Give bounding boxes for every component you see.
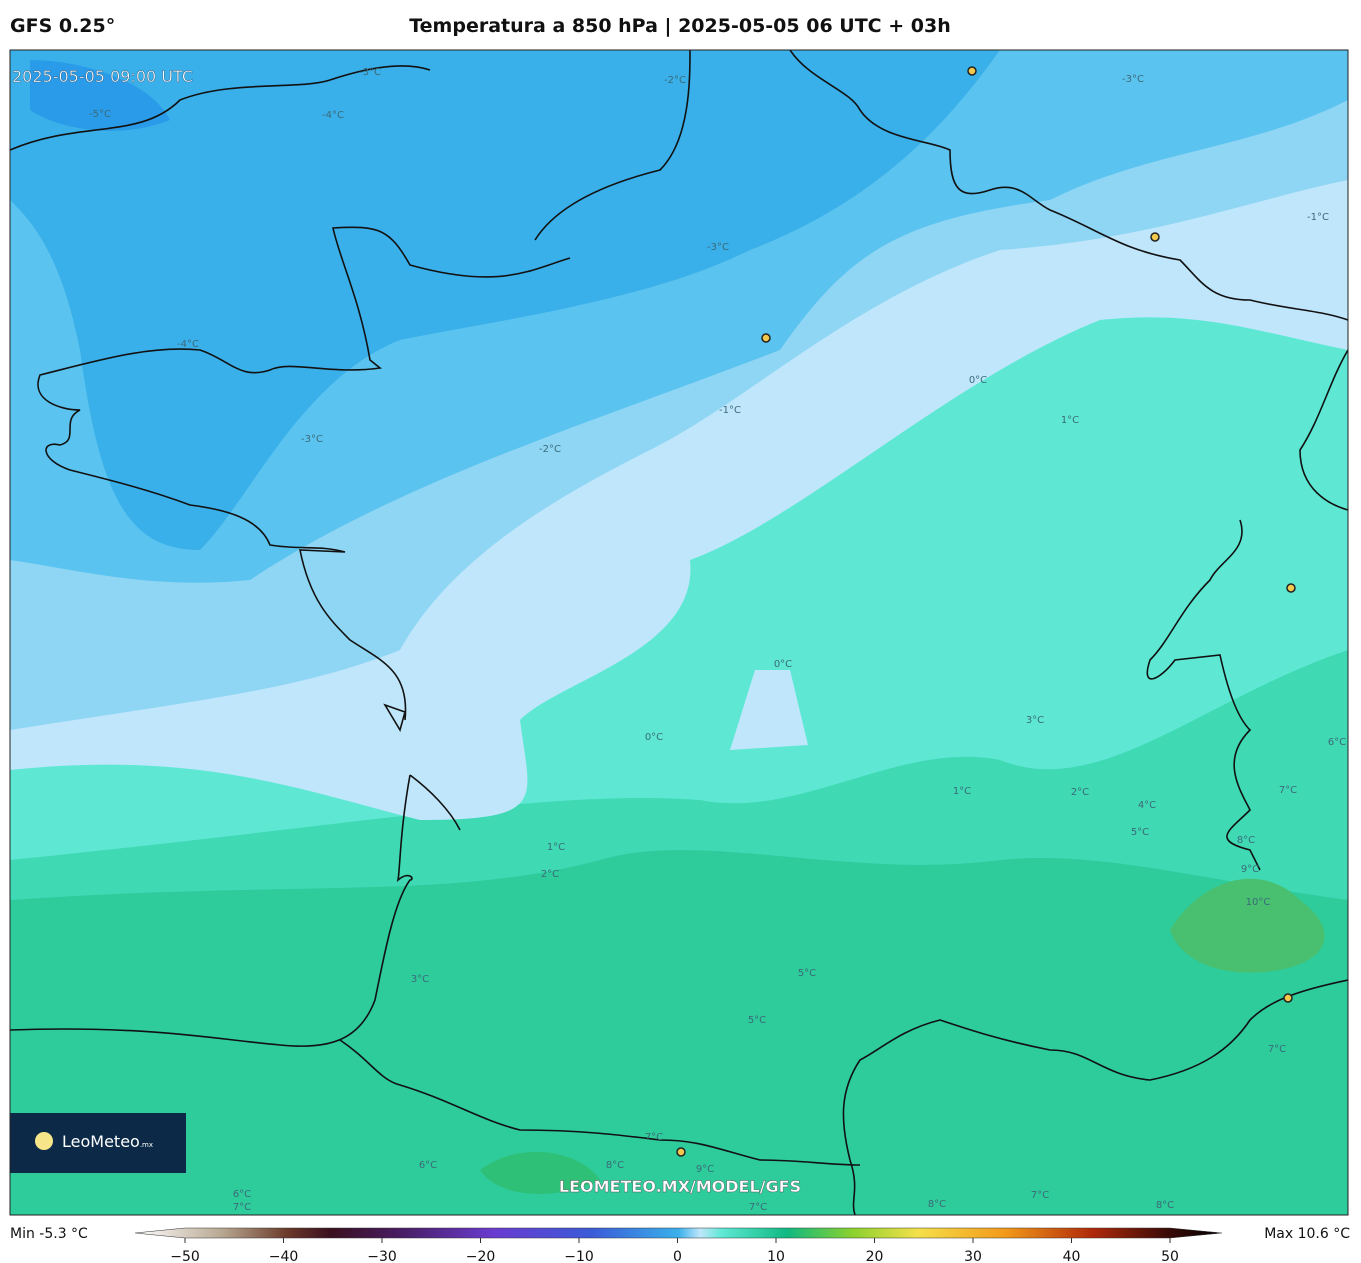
contour-label: -3°C [359, 67, 381, 78]
contour-label: 3°C [411, 974, 429, 985]
logo-sun [35, 1132, 53, 1150]
contour-label: 8°C [606, 1160, 624, 1171]
contour-label: 10°C [1246, 897, 1271, 908]
colorbar-tick-label: −40 [269, 1249, 299, 1263]
contour-label: 1°C [953, 786, 971, 797]
contour-label: 5°C [748, 1015, 766, 1026]
min-label: Min -5.3 °C [10, 1226, 88, 1242]
contour-label: 8°C [1237, 835, 1255, 846]
contour-label: -2°C [664, 75, 686, 86]
contour-label: 7°C [1279, 785, 1297, 796]
contour-label: 2°C [541, 869, 559, 880]
contour-label: 9°C [696, 1164, 714, 1175]
contour-label: -4°C [322, 110, 344, 121]
contour-label: -3°C [301, 434, 323, 445]
contour-label: 9°C [1241, 864, 1259, 875]
contour-label: 4°C [1138, 800, 1156, 811]
contour-label: -3°C [1122, 74, 1144, 85]
contour-label: 7°C [749, 1202, 767, 1213]
contour-label: 2°C [1071, 787, 1089, 798]
contour-label: 0°C [969, 375, 987, 386]
colorbar-tick-label: 0 [673, 1249, 682, 1263]
contour-label: 7°C [1031, 1190, 1049, 1201]
contour-label: 5°C [1131, 827, 1149, 838]
contour-label: 6°C [419, 1160, 437, 1171]
contour-label: -1°C [719, 405, 741, 416]
logo: LeoMeteo.mx [62, 1132, 153, 1151]
contour-label: 7°C [645, 1132, 663, 1143]
colorbar-tick-label: −20 [466, 1249, 496, 1263]
map: -3°C -2°C -5°C -4°C -3°C -1°C -3°C -4°C -3°C -2°C… [10, 50, 1348, 1215]
contour-label: 8°C [928, 1199, 946, 1210]
contour-label: 3°C [1026, 715, 1044, 726]
contour-label: 6°C [233, 1189, 251, 1200]
contour-label: -1°C [1307, 212, 1329, 223]
colorbar-tick-label: 20 [866, 1249, 884, 1263]
colorbar-tick-label: 10 [767, 1249, 785, 1263]
contour-label: -5°C [89, 109, 111, 120]
colorbar-tick-label: 30 [964, 1249, 982, 1263]
contour-label: 7°C [233, 1202, 251, 1213]
cities [676, 66, 1296, 1157]
contour-label: 5°C [798, 968, 816, 979]
contour-label: 0°C [774, 659, 792, 670]
contour-label: 7°C [1268, 1044, 1286, 1055]
contour-label: 1°C [547, 842, 565, 853]
colorbar-tick-label: −50 [170, 1249, 200, 1263]
colorbar-tick-label: 40 [1063, 1249, 1081, 1263]
logo-text: LeoMeteo [62, 1132, 140, 1151]
colorbar-tick-label: 50 [1161, 1249, 1179, 1263]
colorbar-ticks: −50 −40 −30 −20 −10 0 10 20 30 40 50 [170, 1238, 1179, 1263]
contour-label: 1°C [1061, 415, 1079, 426]
colorbar [134, 1227, 1223, 1239]
contour-label: 6°C [1328, 737, 1346, 748]
map-frame [9, 49, 1349, 1216]
contour-label: -4°C [177, 339, 199, 350]
colorbar-tick-label: −30 [367, 1249, 397, 1263]
contour-label: -3°C [707, 242, 729, 253]
contour-label: 0°C [645, 732, 663, 743]
colorbar-tick-label: −10 [564, 1249, 594, 1263]
max-label: Max 10.6 °C [1264, 1226, 1350, 1242]
model-name: GFS 0.25° [10, 15, 115, 37]
contour-label: 8°C [1156, 1200, 1174, 1211]
map-title: Temperatura a 850 hPa | 2025-05-05 06 UT… [409, 15, 951, 37]
contour-labels: -3°C -2°C -5°C -4°C -3°C -1°C -3°C -4°C -3°C -2°C… [89, 67, 1346, 1213]
logo-suffix: .mx [140, 1141, 153, 1149]
timestamp: 2025-05-05 09:00 UTC [12, 67, 193, 86]
watermark: LEOMETEO.MX/MODEL/GFS [559, 1177, 801, 1196]
contour-label: -2°C [539, 444, 561, 455]
